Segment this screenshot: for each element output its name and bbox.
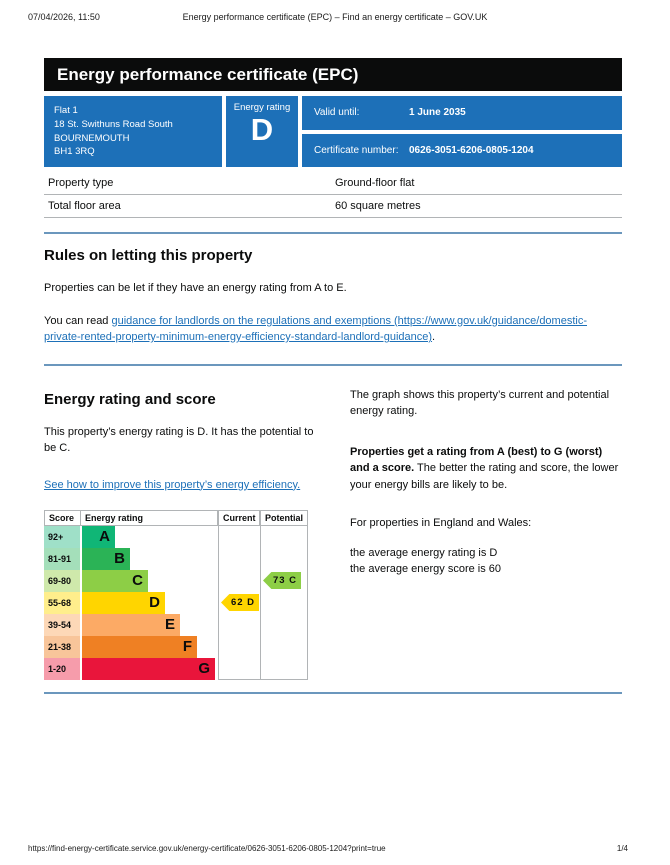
- summary-details: Valid until: 1 June 2035 Certificate num…: [302, 96, 622, 168]
- valid-until-row: Valid until: 1 June 2035: [302, 96, 622, 130]
- rules-para1: Properties can be let if they have an en…: [44, 282, 347, 294]
- band-bar-cell: C: [80, 570, 218, 592]
- certificate-page: Energy performance certificate (EPC) Fla…: [44, 58, 622, 694]
- band-bar: E: [82, 614, 180, 636]
- chart-header-current: Current: [218, 510, 260, 526]
- band-score-cell: 69-80: [44, 570, 80, 592]
- energy-rating-cell: Energy rating D: [226, 96, 298, 168]
- valid-until-label: Valid until:: [314, 107, 360, 119]
- rules-para2: You can read guidance for landlords on t…: [44, 313, 622, 346]
- row-label: Property type: [48, 177, 114, 189]
- page-indicator: 1/4: [616, 844, 628, 853]
- average-score-line: the average energy score is 60: [350, 563, 502, 575]
- current-rating-column: 62 D: [218, 526, 260, 680]
- valid-until-value: 1 June 2035: [409, 107, 466, 119]
- row-label: Total floor area: [48, 200, 121, 212]
- certificate-banner: Energy performance certificate (EPC): [44, 58, 622, 91]
- band-bar-cell: G: [80, 658, 218, 680]
- rules-para2-suffix: .: [432, 331, 436, 343]
- band-bar-cell: B: [80, 548, 218, 570]
- england-wales-para: For properties in England and Wales:: [350, 517, 532, 529]
- rating-heading: Energy rating and score: [44, 390, 216, 408]
- band-score-cell: 92+: [44, 526, 80, 548]
- rating-left-column: Energy rating and score This property’s …: [44, 378, 316, 680]
- rating-para1: This property’s energy rating is D. It h…: [44, 425, 314, 455]
- address-line: 18 St. Swithuns Road South: [54, 118, 173, 130]
- address-line: BOURNEMOUTH: [54, 132, 130, 144]
- band-score-cell: 1-20: [44, 658, 80, 680]
- potential-rating-column: 73 C: [260, 526, 308, 680]
- section-divider: [44, 232, 622, 234]
- certificate-number-label: Certificate number:: [314, 144, 399, 156]
- landlord-guidance-link[interactable]: guidance for landlords on the regulation…: [44, 314, 587, 344]
- certificate-number-value: 0626-3051-6206-0805-1204: [409, 144, 534, 156]
- graph-intro-para: The graph shows this property’s current …: [350, 388, 610, 418]
- table-row: Property type Ground-floor flat: [44, 172, 622, 195]
- band-bar: A: [82, 526, 115, 548]
- table-row: Total floor area 60 square metres: [44, 195, 622, 218]
- row-value: 60 square metres: [335, 200, 421, 212]
- section-divider: [44, 692, 622, 694]
- average-rating-line: the average energy rating is D: [350, 546, 498, 559]
- band-score-cell: 21-38: [44, 636, 80, 658]
- improve-efficiency-link[interactable]: See how to improve this property’s energ…: [44, 478, 301, 491]
- band-bar: C: [82, 570, 148, 592]
- certificate-number-row: Certificate number: 0626-3051-6206-0805-…: [302, 133, 622, 168]
- band-score-cell: 39-54: [44, 614, 80, 636]
- chart-header-potential: Potential: [260, 510, 308, 526]
- rules-heading: Rules on letting this property: [44, 247, 253, 264]
- print-page-title: Energy performance certificate (EPC) – F…: [182, 12, 488, 22]
- rating-explainer-para: Properties get a rating from A (best) to…: [350, 444, 622, 494]
- current-rating-tag: 62 D: [221, 594, 259, 611]
- band-bar-cell: A: [80, 526, 218, 548]
- rating-explainer-bold: Properties get a rating from A (best) to…: [350, 445, 603, 475]
- print-url: https://find-energy-certificate.service.…: [28, 844, 386, 853]
- energy-rating-letter: D: [250, 112, 274, 147]
- band-bar: F: [82, 636, 197, 658]
- section-divider: [44, 363, 622, 366]
- band-bar-cell: F: [80, 636, 218, 658]
- potential-rating-tag: 73 C: [263, 572, 301, 589]
- summary-box: Flat 1 18 St. Swithuns Road South BOURNE…: [44, 96, 622, 168]
- rules-para2-prefix: You can read: [44, 314, 112, 327]
- address-line: Flat 1: [54, 105, 78, 116]
- rating-right-column: The graph shows this property’s current …: [350, 378, 622, 681]
- band-bar-cell: D: [80, 592, 218, 614]
- band-bar: G: [82, 658, 215, 680]
- print-datetime: 07/04/2026, 11:50: [28, 12, 100, 22]
- address-line: BH1 3RQ: [54, 146, 95, 158]
- band-score-cell: 81-91: [44, 548, 80, 570]
- print-footer: https://find-energy-certificate.service.…: [28, 844, 628, 853]
- band-score-cell: 55-68: [44, 592, 80, 614]
- rating-explainer-rest: The better the rating and score, the low…: [350, 462, 619, 491]
- rating-and-score-section: Energy rating and score This property’s …: [44, 378, 622, 681]
- property-address: Flat 1 18 St. Swithuns Road South BOURNE…: [44, 96, 222, 168]
- chart-header-rating: Energy rating: [80, 510, 218, 526]
- averages-para: the average energy rating is D the avera…: [350, 545, 622, 578]
- epc-rating-graph: Score Energy rating Current Potential 92…: [44, 510, 308, 680]
- band-bar: D: [82, 592, 165, 614]
- energy-rating-label: Energy rating: [233, 102, 291, 113]
- chart-header-score: Score: [44, 510, 80, 526]
- property-summary-table: Property type Ground-floor flat Total fl…: [44, 172, 622, 218]
- band-bar: B: [82, 548, 130, 570]
- band-bar-cell: E: [80, 614, 218, 636]
- row-value: Ground-floor flat: [335, 177, 415, 189]
- print-header: 07/04/2026, 11:50 Energy performance cer…: [0, 0, 670, 22]
